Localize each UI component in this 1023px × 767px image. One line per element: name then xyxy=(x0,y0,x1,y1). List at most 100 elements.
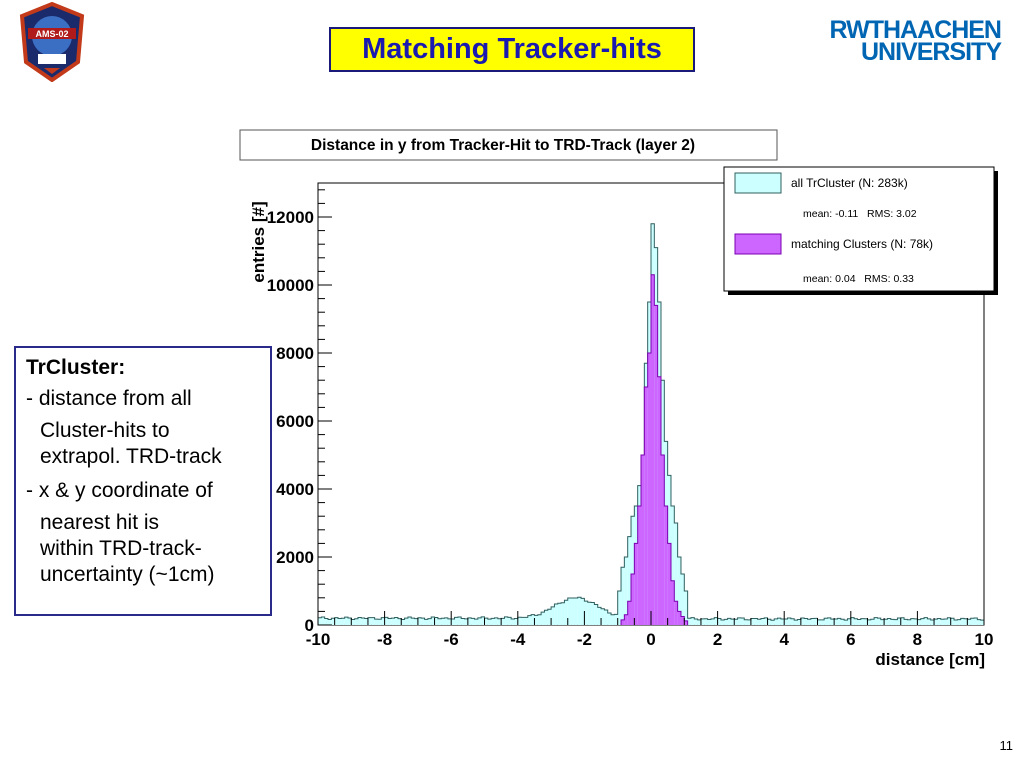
all-trcluster-bin xyxy=(464,618,468,625)
all-trcluster-bin xyxy=(374,619,378,625)
all-trcluster-bin xyxy=(591,602,595,625)
all-trcluster-bin xyxy=(874,617,878,625)
all-trcluster-bin xyxy=(890,619,895,625)
all-trcluster-bin xyxy=(700,618,705,625)
all-trcluster-bin xyxy=(734,619,738,625)
all-trcluster-bin xyxy=(481,616,485,625)
all-trcluster-bin xyxy=(884,619,888,625)
all-trcluster-bin xyxy=(960,618,965,625)
all-trcluster-bin xyxy=(847,618,851,625)
notes-line: Cluster-hits to xyxy=(40,419,170,442)
all-trcluster-bin xyxy=(697,619,701,625)
all-trcluster-bin xyxy=(587,602,592,625)
matching-clusters-bin xyxy=(634,543,638,625)
all-trcluster-bin xyxy=(757,619,761,625)
all-trcluster-bin xyxy=(401,619,405,625)
all-trcluster-bin xyxy=(337,618,342,625)
chart-title-box xyxy=(239,129,778,161)
matching-clusters-bin xyxy=(664,506,668,625)
y-tick-label: 12000 xyxy=(267,208,314,227)
matching-clusters-bin xyxy=(647,353,651,625)
all-trcluster-bin xyxy=(318,617,322,625)
all-trcluster-bin xyxy=(870,619,875,625)
all-trcluster-bin xyxy=(797,619,801,625)
all-trcluster-outline xyxy=(317,223,985,625)
all-trcluster-bin xyxy=(750,618,755,625)
all-trcluster-bin xyxy=(507,617,512,625)
all-trcluster-bin xyxy=(554,604,558,625)
all-trcluster-bin xyxy=(814,618,818,625)
notes-line: extrapol. TRD-track xyxy=(40,445,222,468)
all-trcluster-bin xyxy=(857,619,861,625)
page-number: 11 xyxy=(999,738,1014,753)
all-trcluster-bin xyxy=(357,617,362,625)
all-trcluster-bin xyxy=(434,617,438,625)
all-trcluster-bin xyxy=(577,597,582,625)
all-trcluster-bin xyxy=(561,602,565,625)
matching-clusters-bin xyxy=(657,376,661,625)
all-trcluster-bin xyxy=(840,619,845,625)
all-trcluster-bin xyxy=(497,618,502,625)
all-trcluster-bin xyxy=(471,618,475,625)
all-trcluster-bin xyxy=(704,618,708,625)
all-trcluster-bin xyxy=(451,619,455,625)
all-trcluster-bin xyxy=(631,516,635,625)
notes-bullet-1: - distance from all Cluster-hits to extr… xyxy=(26,386,260,470)
all-trcluster-bin xyxy=(321,617,325,625)
all-trcluster-bin xyxy=(974,617,978,625)
all-trcluster-bin xyxy=(824,618,828,625)
all-trcluster-bin xyxy=(724,619,728,625)
all-trcluster-bin xyxy=(977,619,981,625)
all-trcluster-bin xyxy=(384,617,388,625)
notes-heading: TrCluster: xyxy=(26,356,126,379)
all-trcluster-bin xyxy=(934,619,938,625)
all-trcluster-bin xyxy=(531,614,535,625)
legend-swatch-all xyxy=(734,172,782,194)
y-tick-label: 10000 xyxy=(267,276,314,295)
all-trcluster-bin xyxy=(940,619,945,625)
notes-line: - x & y coordinate of xyxy=(26,479,213,502)
matching-clusters-bin xyxy=(680,616,685,625)
all-trcluster-bin xyxy=(351,619,355,625)
all-trcluster-bin xyxy=(614,614,618,625)
all-trcluster-bin xyxy=(827,617,831,625)
all-trcluster-bin xyxy=(967,619,971,625)
all-trcluster-bin xyxy=(517,617,522,625)
all-trcluster-bin xyxy=(894,619,898,625)
matching-clusters-bin xyxy=(631,574,635,625)
all-trcluster-bin xyxy=(980,620,984,625)
all-trcluster-bin xyxy=(574,598,578,625)
all-trcluster-bin xyxy=(727,618,731,625)
all-trcluster-bin xyxy=(684,591,688,625)
y-tick-label: 6000 xyxy=(276,412,314,431)
all-trcluster-bin xyxy=(491,618,495,625)
all-trcluster-bin xyxy=(867,619,871,625)
all-trcluster-bin xyxy=(604,610,608,625)
matching-clusters-bin xyxy=(654,305,658,625)
all-trcluster-bin xyxy=(534,615,538,625)
all-trcluster-bin xyxy=(790,618,795,625)
all-trcluster-bin xyxy=(844,620,848,625)
all-trcluster-bin xyxy=(377,619,382,625)
matching-clusters-bin xyxy=(644,387,648,625)
all-trcluster-bin xyxy=(944,619,948,625)
all-trcluster-bin xyxy=(524,617,528,625)
all-trcluster-bin xyxy=(914,618,918,625)
all-trcluster-bin xyxy=(920,618,925,625)
legend-label-matching: matching Clusters (N: 78k) xyxy=(791,237,933,251)
all-trcluster-bin xyxy=(327,619,332,625)
all-trcluster-bin xyxy=(334,617,338,625)
all-trcluster-bin xyxy=(957,619,961,625)
all-trcluster-bin xyxy=(897,618,901,625)
all-trcluster-bin xyxy=(837,618,841,625)
all-trcluster-bin xyxy=(544,610,548,625)
matching-clusters-bin xyxy=(674,601,678,625)
all-trcluster-bin xyxy=(504,616,508,625)
matching-clusters-bin xyxy=(641,455,645,625)
all-trcluster-bin xyxy=(367,617,372,625)
all-trcluster-bin xyxy=(617,591,622,625)
all-trcluster-bin xyxy=(710,618,715,625)
series-matching-clusters xyxy=(620,274,689,625)
all-trcluster-bin xyxy=(381,617,385,625)
matching-clusters-bin xyxy=(651,274,655,625)
